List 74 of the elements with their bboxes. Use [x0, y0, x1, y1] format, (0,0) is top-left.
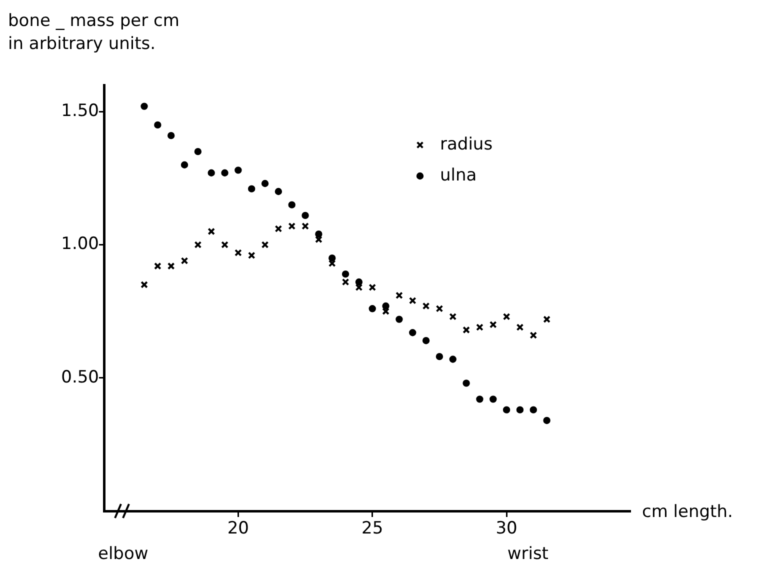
point — [167, 262, 175, 270]
point — [234, 166, 242, 174]
x-tick-label: 20 — [227, 518, 250, 539]
point — [382, 302, 390, 310]
point — [396, 316, 403, 323]
point — [355, 278, 363, 286]
x-tick-label: 25 — [362, 518, 384, 539]
point — [462, 380, 470, 387]
point — [194, 241, 202, 248]
point — [208, 169, 215, 176]
point — [396, 292, 403, 300]
point — [180, 161, 188, 168]
point — [530, 332, 538, 339]
point — [368, 284, 376, 292]
point — [154, 262, 162, 270]
point — [502, 312, 510, 320]
y-tick-label: 1.50 — [61, 101, 99, 122]
point — [530, 406, 537, 414]
point — [342, 278, 350, 286]
y-tick-label: 0.50 — [61, 367, 99, 388]
point — [422, 302, 430, 310]
point — [543, 316, 550, 323]
point — [208, 228, 216, 236]
y-tick-label: 1.00 — [61, 234, 99, 254]
point — [328, 254, 336, 262]
point — [516, 406, 524, 414]
point — [274, 188, 282, 196]
point — [288, 201, 296, 208]
point — [543, 416, 550, 424]
point — [302, 222, 309, 230]
point — [449, 312, 457, 320]
point — [274, 225, 282, 232]
point — [180, 257, 188, 264]
point — [516, 324, 524, 331]
point — [502, 406, 510, 414]
point — [315, 236, 322, 244]
point — [382, 308, 390, 315]
point — [489, 320, 497, 328]
point — [154, 121, 162, 129]
point — [422, 337, 430, 344]
point — [408, 296, 416, 304]
y-axis-title: bone _ mass per cm in arbitrary units. — [8, 11, 180, 54]
text: wrist — [507, 544, 549, 563]
point — [261, 241, 269, 248]
point — [248, 252, 256, 260]
point — [436, 352, 444, 360]
point — [221, 241, 228, 248]
point — [449, 356, 456, 363]
point — [234, 249, 242, 256]
x-tick-label: 30 — [496, 518, 518, 539]
point — [462, 326, 470, 334]
point — [355, 284, 363, 292]
point — [167, 132, 175, 140]
legend-label: ulna — [440, 165, 477, 186]
point — [221, 169, 228, 176]
point — [476, 396, 484, 403]
point — [490, 396, 497, 403]
point — [140, 281, 148, 288]
point — [368, 305, 376, 312]
point — [409, 329, 416, 336]
x-axis-title: cm length. — [642, 502, 733, 522]
point — [476, 324, 484, 331]
point — [140, 102, 148, 110]
point — [248, 185, 256, 192]
point — [315, 230, 322, 238]
text: elbow — [98, 544, 148, 563]
point — [328, 260, 336, 268]
point — [194, 148, 202, 156]
point — [342, 270, 350, 278]
point — [302, 212, 309, 220]
point — [288, 222, 296, 230]
point — [436, 304, 444, 312]
point — [261, 180, 269, 188]
legend-label: radius — [440, 134, 493, 154]
